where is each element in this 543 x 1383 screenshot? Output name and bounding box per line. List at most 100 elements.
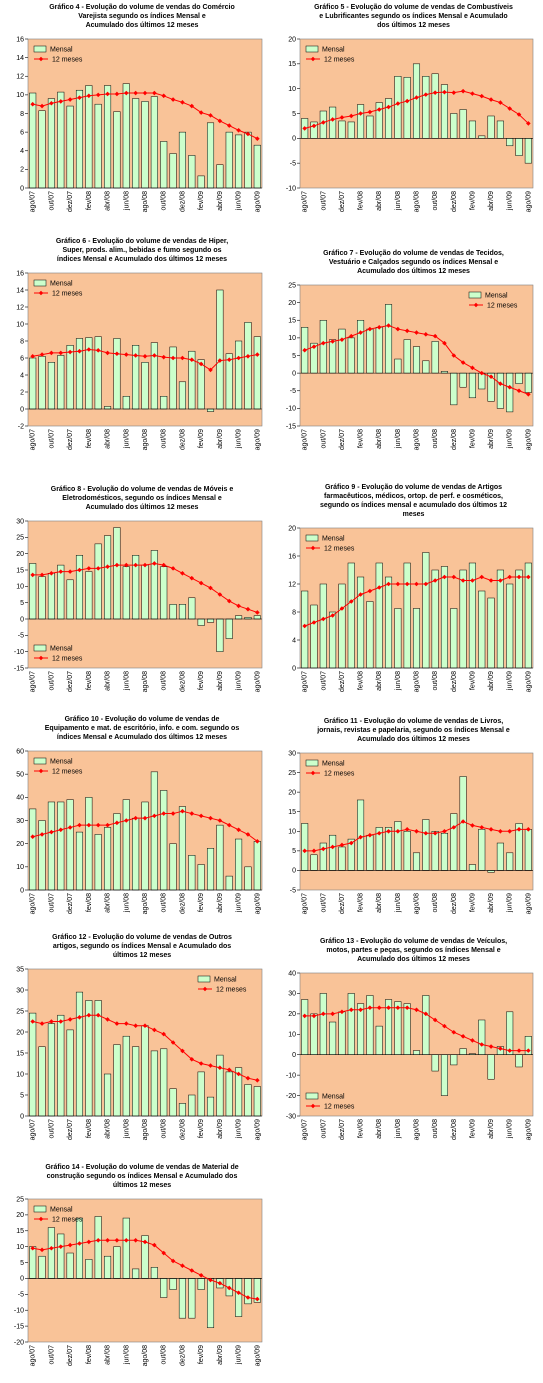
x-tick-label: fev/09 (198, 893, 205, 912)
legend-label: Mensal (214, 977, 237, 984)
bar (141, 564, 149, 620)
bar (412, 608, 421, 669)
line-marker (367, 832, 373, 838)
chart-title: Gráfico 12 - Evolução do volume de venda… (52, 934, 232, 941)
chart-title: Gráfico 4 - Evolução do volume de vendas… (49, 4, 235, 11)
bar (104, 1255, 112, 1279)
bar (450, 113, 458, 139)
x-tick-label: fev/08 (86, 429, 93, 448)
line-marker (395, 326, 401, 332)
y-tick-label: 25 (16, 1196, 24, 1203)
bar (319, 583, 327, 669)
bar (515, 1054, 523, 1068)
y-tick-label: -10 (286, 185, 296, 192)
bar (347, 337, 355, 374)
bar (375, 562, 383, 669)
x-tick-label: fev/08 (358, 191, 365, 210)
x-tick-label: jun/08 (123, 893, 130, 913)
y-tick-label: 30 (288, 750, 296, 757)
bar (338, 846, 346, 871)
y-tick-label: 15 (288, 809, 296, 816)
y-tick-label: 20 (288, 36, 296, 43)
bar (66, 799, 74, 891)
bar (385, 576, 393, 669)
line-marker (236, 603, 241, 609)
bar (57, 801, 65, 891)
line-marker (358, 1007, 363, 1013)
bar (150, 96, 158, 189)
line-marker (479, 1042, 485, 1047)
bar (412, 852, 421, 871)
bar (169, 1088, 177, 1117)
bar (29, 1246, 37, 1279)
x-tick-label: fev/08 (86, 893, 93, 912)
bar (216, 824, 224, 891)
x-tick-label: jun/08 (123, 191, 130, 211)
bar (132, 817, 140, 891)
line-marker (442, 89, 447, 95)
bar (366, 328, 374, 374)
line-marker (302, 347, 307, 353)
bar (478, 829, 486, 871)
line-marker (49, 100, 54, 106)
chart-title: motos, partes e peças, segundo os índice… (326, 947, 500, 954)
line-marker (367, 1005, 373, 1011)
bar (329, 834, 337, 871)
x-tick-label: jun/09 (236, 429, 243, 449)
line-marker (49, 570, 54, 576)
line-marker (226, 598, 232, 604)
x-tick-label: abr/08 (105, 191, 112, 211)
bar (113, 111, 121, 189)
bar (357, 576, 365, 669)
x-tick-label: ago/07 (302, 191, 309, 213)
bar (235, 1278, 243, 1317)
bar (412, 1050, 421, 1055)
line-marker (105, 822, 110, 828)
x-tick-label: dez/07 (67, 429, 74, 450)
x-tick-label: jun/08 (395, 1119, 402, 1139)
x-tick-label: ago/08 (414, 893, 421, 915)
line-marker (386, 581, 391, 587)
bar (440, 566, 448, 669)
line-marker (516, 112, 522, 117)
legend-label: 12 meses (52, 291, 83, 298)
line-marker (133, 815, 138, 821)
line-marker (386, 828, 391, 834)
chart-title: Gráfico 7 - Evolução do volume de vendas… (323, 250, 504, 257)
x-tick-label: dez/07 (67, 893, 74, 914)
x-tick-label: fev/09 (469, 671, 476, 690)
line-marker (152, 1027, 157, 1033)
legend-swatch (468, 291, 482, 299)
bar (38, 1255, 46, 1279)
x-tick-label: ago/08 (142, 671, 149, 693)
line-marker (470, 1038, 475, 1043)
bar (94, 834, 102, 891)
line-marker (95, 566, 101, 571)
bar (375, 1025, 383, 1055)
line-marker (488, 578, 494, 583)
bar (75, 89, 84, 189)
bar (515, 569, 523, 669)
bar (403, 831, 411, 871)
line-marker (30, 1245, 35, 1251)
y-tick-label: 15 (16, 567, 24, 574)
bar (310, 1013, 318, 1055)
bar (357, 104, 365, 139)
legend-swatch (197, 975, 211, 983)
line-marker (442, 828, 447, 834)
bar (141, 101, 149, 189)
chart: Gráfico 9 - Evolução do volume de vendas… (288, 484, 534, 692)
line-marker (414, 581, 419, 587)
x-tick-label: ago/08 (414, 191, 421, 213)
x-tick-label: out/07 (48, 1345, 55, 1365)
bar (338, 1011, 346, 1055)
bar (75, 991, 84, 1117)
x-tick-label: abr/08 (376, 893, 383, 913)
x-tick-label: ago/09 (254, 671, 261, 693)
line-marker (460, 578, 466, 583)
bar (104, 535, 112, 620)
bar (478, 372, 486, 390)
y-tick-label: 20 (16, 1029, 24, 1036)
chart: Gráfico 10 - Evolução do volume de venda… (16, 716, 263, 914)
line-marker (152, 353, 157, 358)
